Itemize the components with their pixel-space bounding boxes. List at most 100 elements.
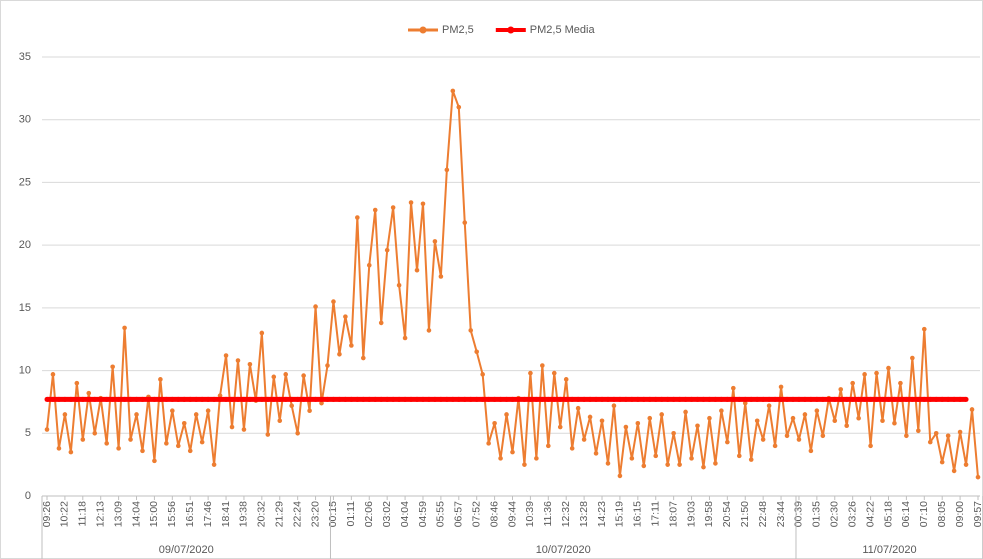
- mean-marker: [211, 396, 217, 402]
- marker: [635, 420, 641, 426]
- x-tick-label: 01:11: [345, 501, 357, 527]
- marker: [975, 474, 981, 480]
- mean-marker: [927, 396, 933, 402]
- mean-marker: [545, 396, 551, 402]
- marker: [916, 428, 921, 434]
- marker: [677, 462, 682, 467]
- mean-marker: [68, 396, 74, 402]
- marker: [486, 441, 491, 446]
- mean-marker: [790, 396, 796, 402]
- mean-marker: [378, 396, 384, 402]
- mean-marker: [718, 396, 724, 402]
- mean-marker: [253, 396, 259, 402]
- mean-marker: [408, 396, 414, 402]
- mean-marker: [760, 396, 766, 402]
- marker: [921, 326, 927, 332]
- marker: [355, 215, 360, 220]
- mean-marker: [659, 396, 665, 402]
- marker: [653, 453, 659, 459]
- mean-marker: [832, 396, 838, 402]
- mean-marker: [462, 396, 468, 402]
- x-tick-label: 14:23: [596, 501, 608, 527]
- x-tick-label: 09:26: [41, 501, 53, 527]
- x-tick-label: 04:22: [864, 501, 876, 527]
- x-tick-label: 01:35: [811, 501, 823, 527]
- marker: [611, 403, 617, 408]
- marker: [659, 412, 664, 417]
- mean-marker: [957, 396, 963, 402]
- mean-marker: [581, 396, 587, 402]
- mean-marker: [450, 396, 456, 402]
- marker: [498, 456, 503, 461]
- legend-label: PM2,5 Media: [530, 24, 596, 36]
- mean-marker: [474, 396, 480, 402]
- x-tick-label: 15:00: [148, 501, 160, 527]
- mean-marker: [862, 396, 868, 402]
- x-tick-label: 09:57: [972, 501, 983, 527]
- legend-label: PM2,5: [442, 24, 474, 36]
- mean-marker: [504, 396, 510, 402]
- mean-marker: [665, 396, 671, 402]
- mean-marker: [116, 396, 122, 402]
- x-tick-label: 06:57: [453, 501, 465, 527]
- marker: [504, 412, 509, 417]
- marker: [778, 384, 784, 390]
- mean-marker: [396, 396, 402, 402]
- x-tick-label: 19:58: [703, 501, 715, 527]
- marker: [349, 343, 354, 348]
- mean-marker: [605, 396, 611, 402]
- y-tick-label: 5: [25, 427, 31, 439]
- mean-marker: [736, 396, 742, 402]
- marker: [540, 363, 545, 368]
- marker: [211, 462, 217, 467]
- mean-marker: [336, 396, 342, 402]
- mean-marker: [784, 396, 790, 402]
- marker: [152, 458, 157, 464]
- marker: [731, 385, 736, 391]
- mean-marker: [587, 396, 593, 402]
- mean-marker: [104, 396, 110, 402]
- mean-marker: [402, 396, 408, 402]
- mean-marker: [623, 396, 629, 402]
- marker: [444, 167, 450, 173]
- legend: PM2,5 PM2,5 Media: [408, 24, 595, 36]
- mean-marker: [533, 396, 539, 402]
- marker: [701, 464, 706, 470]
- y-tick-label: 15: [19, 302, 31, 314]
- mean-marker: [874, 396, 880, 402]
- marker: [271, 374, 277, 380]
- marker: [301, 373, 306, 378]
- mean-marker: [456, 396, 462, 402]
- x-tick-label: 09:44: [506, 501, 518, 527]
- x-tick-label: 22:48: [757, 501, 769, 527]
- mean-marker: [241, 396, 247, 402]
- marker: [683, 409, 688, 415]
- mean-marker: [730, 396, 736, 402]
- marker: [713, 461, 718, 466]
- marker: [647, 415, 653, 421]
- marker: [283, 372, 289, 377]
- marker: [319, 400, 324, 406]
- marker: [599, 418, 605, 424]
- marker: [617, 473, 623, 479]
- mean-marker: [498, 396, 504, 402]
- marker: [56, 446, 62, 451]
- mean-marker: [635, 396, 641, 402]
- marker: [623, 424, 629, 430]
- mean-marker: [814, 396, 820, 402]
- marker: [104, 441, 109, 446]
- mean-marker: [826, 396, 832, 402]
- marker: [372, 207, 378, 213]
- mean-marker: [175, 396, 181, 402]
- x-tick-label: 16:51: [184, 501, 196, 527]
- marker: [68, 449, 74, 455]
- marker: [904, 433, 909, 439]
- mean-marker: [951, 396, 957, 402]
- marker: [522, 462, 527, 467]
- mean-marker: [163, 396, 169, 402]
- mean-marker: [897, 396, 903, 402]
- marker: [844, 423, 850, 429]
- x-tick-label: 17:11: [650, 501, 662, 527]
- mean-marker: [205, 396, 211, 402]
